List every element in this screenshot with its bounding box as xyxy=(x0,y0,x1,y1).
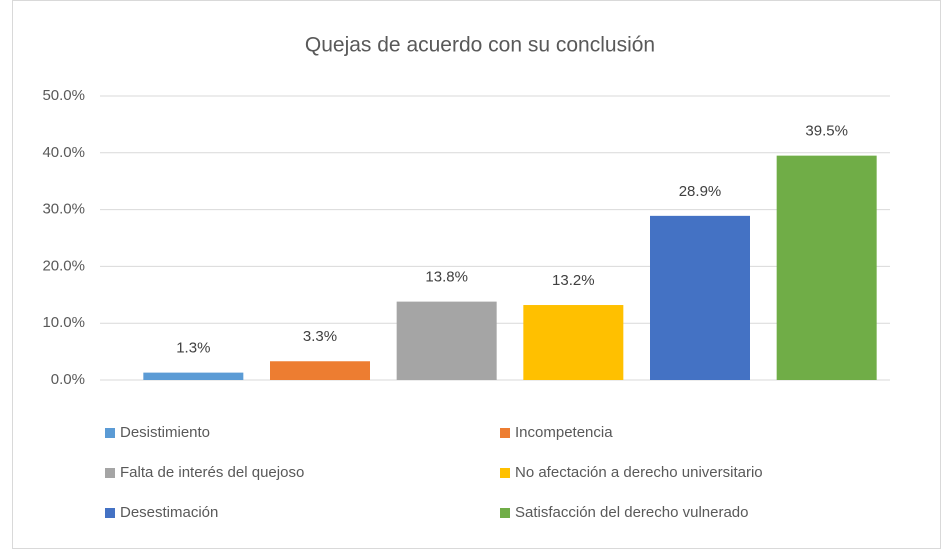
data-label: 1.3% xyxy=(176,340,210,357)
data-label: 3.3% xyxy=(303,328,337,345)
bar xyxy=(270,361,370,380)
bar xyxy=(776,155,877,380)
legend-label: Desistimiento xyxy=(120,424,210,441)
legend-swatch xyxy=(500,428,510,438)
legend-swatch xyxy=(105,428,115,438)
legend-label: Desestimación xyxy=(120,504,218,521)
legend-label: Falta de interés del quejoso xyxy=(120,464,304,481)
legend-label: Incompetencia xyxy=(515,424,613,441)
bar xyxy=(396,301,497,380)
bar xyxy=(523,305,624,380)
y-tick-label: 10.0% xyxy=(42,314,85,331)
legend-label: Satisfacción del derecho vulnerado xyxy=(515,504,748,521)
data-label: 28.9% xyxy=(679,183,722,200)
legend-swatch xyxy=(500,468,510,478)
legend-swatch xyxy=(500,508,510,518)
y-tick-label: 20.0% xyxy=(42,257,85,274)
y-tick-label: 30.0% xyxy=(42,201,85,218)
chart-title: Quejas de acuerdo con su conclusión xyxy=(305,34,655,57)
legend-swatch xyxy=(105,468,115,478)
y-tick-label: 0.0% xyxy=(51,371,85,388)
bar xyxy=(143,372,244,380)
bar xyxy=(650,215,750,380)
y-tick-label: 50.0% xyxy=(42,87,85,104)
legend-swatch xyxy=(105,508,115,518)
legend-label: No afectación a derecho universitario xyxy=(515,464,763,481)
data-label: 13.8% xyxy=(425,269,468,286)
data-label: 13.2% xyxy=(552,272,595,289)
y-tick-label: 40.0% xyxy=(42,144,85,161)
data-label: 39.5% xyxy=(805,123,848,140)
